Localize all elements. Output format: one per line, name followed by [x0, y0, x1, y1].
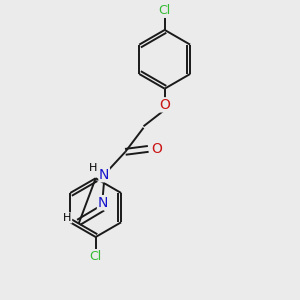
Text: H: H — [63, 213, 72, 223]
Text: O: O — [159, 98, 170, 112]
Text: H: H — [89, 163, 97, 173]
Text: Cl: Cl — [159, 4, 171, 17]
Text: N: N — [99, 168, 110, 182]
Text: O: O — [151, 142, 162, 156]
Text: Cl: Cl — [89, 250, 102, 262]
Text: N: N — [98, 196, 108, 210]
